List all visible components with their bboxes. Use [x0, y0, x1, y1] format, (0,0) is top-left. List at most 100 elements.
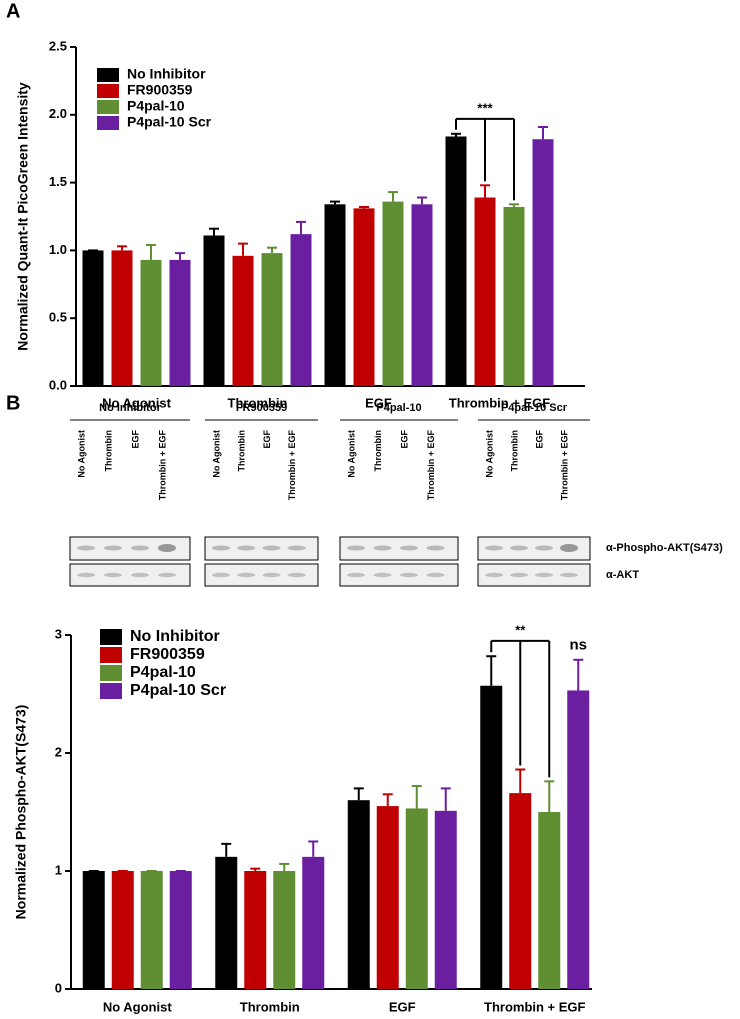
lane-label: Thrombin + EGF [559, 430, 569, 501]
legend-label: FR900359 [127, 82, 193, 98]
blot-box [477, 563, 591, 587]
lane-label: Thrombin [509, 430, 519, 472]
lane-label: Thrombin + EGF [287, 430, 297, 501]
bar [347, 800, 370, 989]
x-tick-label: EGF [389, 999, 416, 1014]
bar [382, 201, 404, 386]
legend-label: No Inhibitor [130, 628, 220, 645]
y-tick-label: 2 [55, 744, 62, 759]
bar [538, 812, 561, 989]
blot-row-label: α-AKT [606, 569, 639, 581]
y-tick-label: 0 [55, 980, 62, 995]
y-tick-label: 0.5 [49, 310, 67, 325]
bar [567, 690, 590, 989]
bar [169, 259, 191, 386]
x-tick-label: No Agonist [102, 395, 172, 410]
lane-label: Thrombin + EGF [426, 430, 436, 501]
bar [111, 871, 134, 989]
blot-group-label: No Inhibitor [99, 402, 161, 414]
legend-label: P4pal-10 Scr [127, 114, 212, 130]
bar [480, 685, 503, 989]
lane-label: Thrombin [373, 430, 383, 472]
legend-swatch [97, 100, 119, 114]
bar [261, 253, 283, 386]
bar [273, 871, 296, 989]
legend-label: P4pal-10 [127, 98, 185, 114]
blot-box [204, 563, 319, 587]
panel-label: A [6, 0, 20, 22]
legend-swatch [100, 683, 122, 699]
lane-label: No Agonist [346, 430, 356, 478]
significance: ** [515, 622, 526, 637]
legend-label: P4pal-10 Scr [130, 682, 226, 699]
lane-label: EGF [534, 430, 544, 449]
bar [509, 793, 532, 989]
legend-swatch [100, 629, 122, 645]
legend-label: No Inhibitor [127, 66, 206, 82]
bar [203, 235, 225, 386]
x-tick-label: EGF [365, 395, 392, 410]
y-tick-label: 2.0 [49, 106, 67, 121]
x-tick-label: Thrombin + EGF [449, 395, 551, 410]
bar [434, 810, 457, 989]
bar [302, 856, 325, 989]
bar [405, 808, 428, 989]
y-axis-label: Normalized Quant-It PicoGreen Intensity [15, 82, 31, 351]
lane-label: Thrombin [237, 430, 247, 472]
blot-box [477, 536, 591, 561]
y-tick-label: 1.0 [49, 242, 67, 257]
bar [140, 871, 163, 989]
x-tick-label: Thrombin + EGF [484, 999, 586, 1014]
lane-label: No Agonist [484, 430, 494, 478]
bar [169, 871, 192, 989]
bar [376, 806, 399, 989]
bar [503, 207, 525, 386]
legend-swatch [97, 116, 119, 130]
bar [353, 208, 375, 386]
legend-swatch [100, 665, 122, 681]
significance: ns [569, 637, 587, 654]
lane-label: No Agonist [76, 430, 86, 478]
y-axis-label: Normalized Phospho-AKT(S473) [13, 705, 29, 920]
bar [411, 204, 433, 386]
bar [215, 856, 238, 989]
panel-label: B [6, 392, 20, 414]
lane-label: EGF [262, 430, 272, 449]
blot-group-label: P4pal-10 Scr [501, 402, 568, 414]
blot-group-label: P4pal-10 [376, 402, 421, 414]
y-tick-label: 3 [55, 626, 62, 641]
x-tick-label: Thrombin [240, 999, 300, 1014]
legend-label: FR900359 [130, 646, 205, 663]
bar [290, 234, 312, 386]
bar [111, 250, 133, 386]
lane-label: EGF [399, 430, 409, 449]
lane-label: Thrombin + EGF [157, 430, 167, 501]
lane-label: Thrombin [103, 430, 113, 472]
bar [324, 204, 346, 386]
bar [474, 197, 496, 386]
bar [244, 871, 267, 989]
legend-swatch [97, 84, 119, 98]
blot-box [204, 536, 319, 561]
blot-box [69, 563, 191, 587]
blot-box [339, 536, 459, 561]
legend-swatch [100, 647, 122, 663]
bar [232, 255, 254, 386]
bar [82, 871, 105, 989]
x-tick-label: No Agonist [103, 999, 173, 1014]
lane-label: EGF [130, 430, 140, 449]
bar [532, 139, 554, 386]
y-tick-label: 1 [55, 862, 62, 877]
y-tick-label: 0.0 [49, 377, 67, 392]
legend-label: P4pal-10 [130, 664, 196, 681]
blot-row-label: α-Phospho-AKT(S473) [606, 542, 723, 554]
x-tick-label: Thrombin [228, 395, 288, 410]
y-tick-label: 2.5 [49, 38, 67, 53]
y-tick-label: 1.5 [49, 174, 67, 189]
significance: *** [477, 100, 493, 115]
blot-group-label: FR900359 [236, 402, 287, 414]
legend-swatch [97, 68, 119, 82]
bar [82, 250, 104, 386]
blot-box [69, 536, 191, 561]
